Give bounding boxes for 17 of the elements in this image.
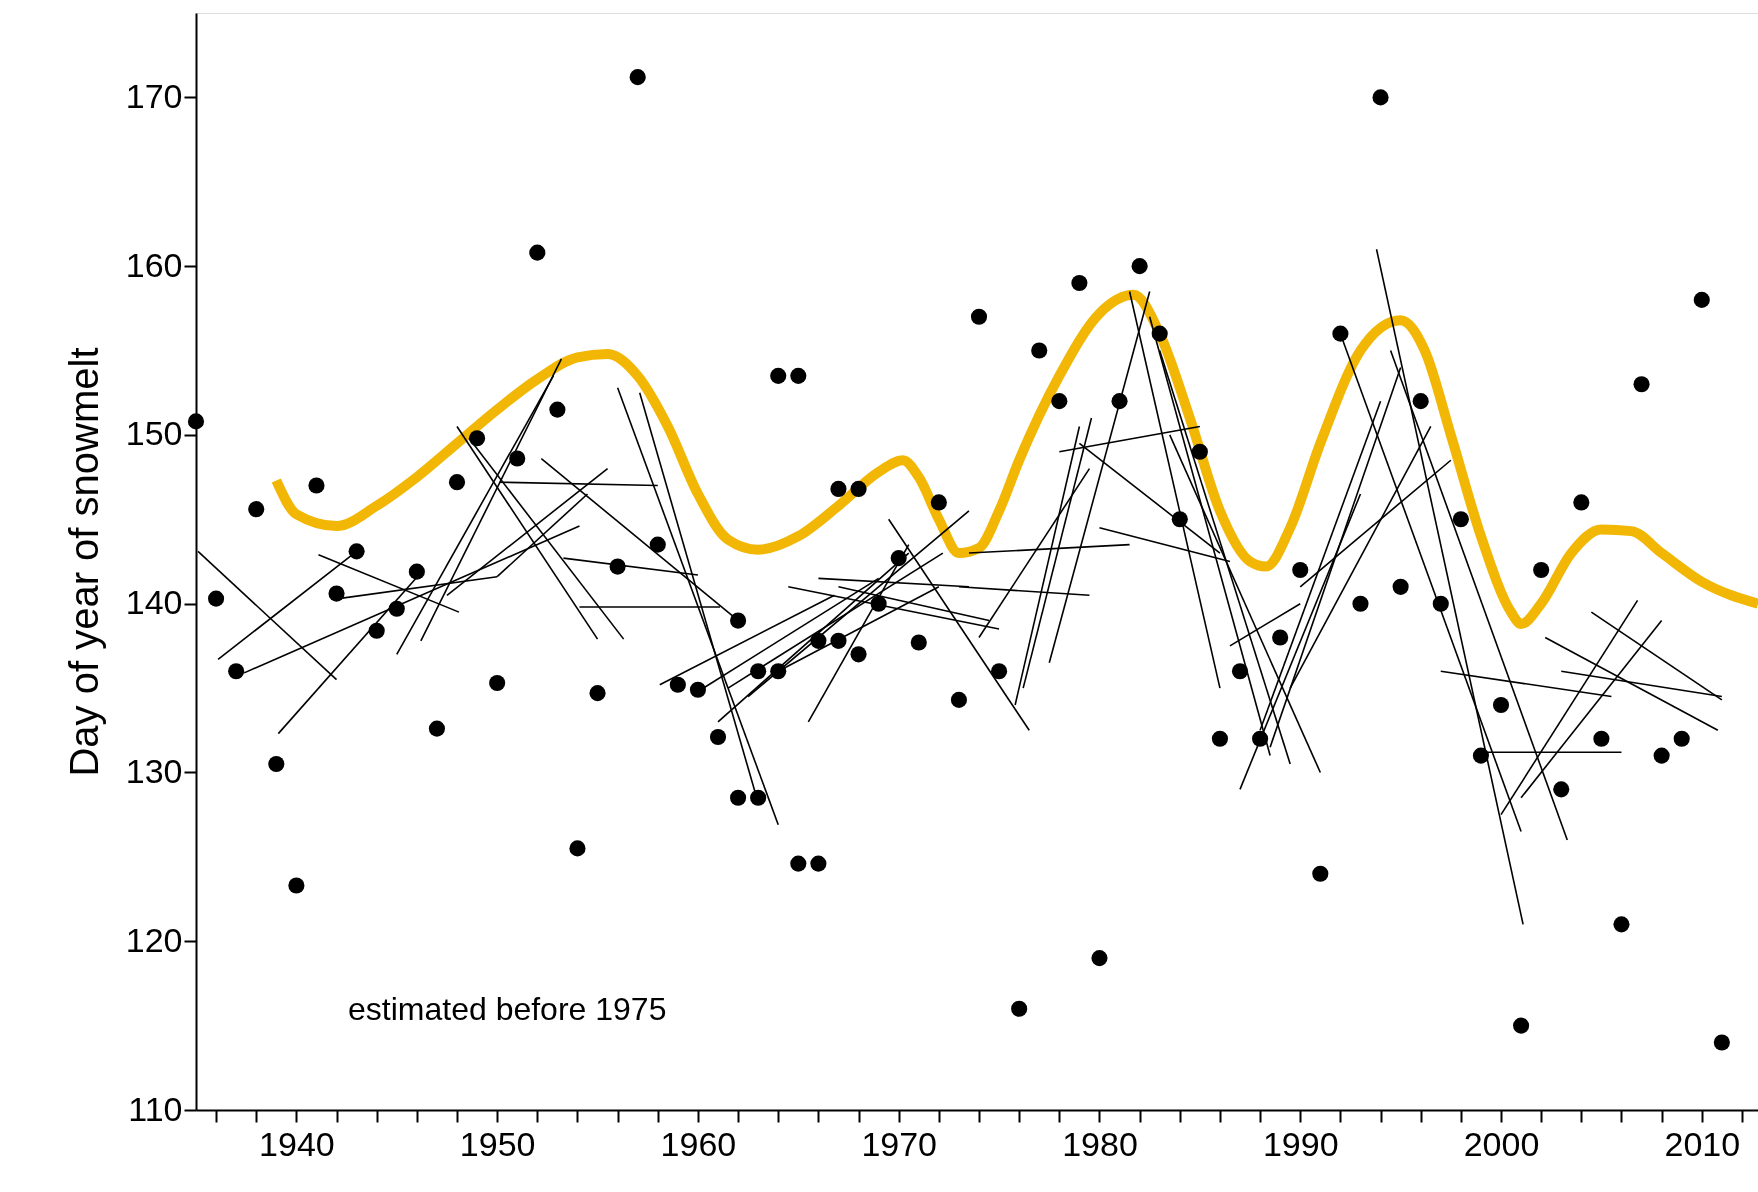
x-tick-label: 1940 [259, 1124, 335, 1163]
x-tick-label: 2010 [1664, 1124, 1741, 1163]
y-tick-label: 150 [125, 414, 183, 453]
y-tick-label: 170 [125, 76, 183, 115]
y-tick-label: 130 [125, 751, 183, 790]
y-axis-title: Day of year of snowmelt [61, 347, 106, 777]
x-tick-label: 1960 [660, 1124, 737, 1163]
y-tick-label: 160 [125, 245, 183, 284]
x-tick-label: 1970 [861, 1124, 938, 1163]
x-tick-label: 1990 [1262, 1124, 1339, 1163]
y-tick-label: 120 [125, 920, 183, 959]
x-tick-label: 2000 [1463, 1124, 1540, 1163]
y-tick-label: 110 [128, 1089, 183, 1128]
x-tick-label: 1980 [1062, 1124, 1138, 1163]
y-tick-label: 140 [125, 583, 183, 622]
x-tick-label: 1950 [459, 1124, 536, 1163]
annotation: estimated before 1975 [348, 991, 667, 1027]
